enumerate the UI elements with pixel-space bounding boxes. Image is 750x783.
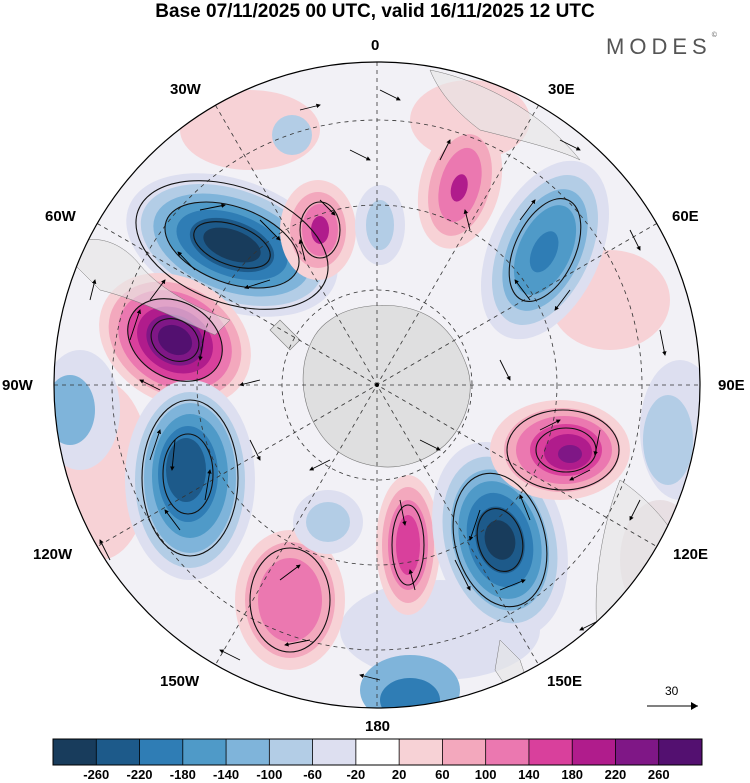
height-contours	[127, 180, 620, 653]
colorbar-tick-label: -60	[303, 767, 322, 782]
reference-vector-arrow	[647, 702, 698, 710]
lon-label-60w: 60W	[45, 208, 76, 225]
colorbar-swatch	[528, 739, 573, 765]
colorbar-swatch	[399, 739, 443, 765]
colorbar-swatch	[312, 739, 357, 765]
logo-copyright-mark: ©	[711, 32, 717, 39]
polar-map	[53, 61, 701, 710]
colorbar-tick-label: 20	[391, 767, 407, 782]
reference-vector-value: 30	[665, 684, 679, 698]
colorbar-swatch	[269, 739, 314, 765]
lon-label-0: 0	[371, 37, 380, 54]
colorbar-swatch	[96, 739, 141, 765]
colorbar-swatch	[139, 739, 184, 765]
colorbar-swatch	[226, 739, 270, 765]
colorbar-swatch	[615, 739, 660, 765]
australia-landmass	[595, 479, 700, 651]
colorbar-swatch	[485, 739, 530, 765]
colorbar-tick-label: -100	[256, 767, 283, 782]
colorbar-tick-label: 260	[647, 767, 670, 782]
colorbar-swatch	[658, 739, 703, 765]
colorbar-swatch	[572, 739, 616, 765]
colorbar-swatch	[182, 739, 227, 765]
colorbar-tick-label: 180	[561, 767, 584, 782]
lon-label-150e: 150E	[547, 673, 583, 690]
south-america-landmass	[59, 239, 231, 336]
colorbar-tick-label: 60	[435, 767, 450, 782]
lon-label-150w: 150W	[160, 673, 200, 690]
lon-label-180: 180	[365, 718, 391, 735]
colorbar-swatch	[53, 739, 97, 765]
colorbar-tick-label: -220	[126, 767, 153, 782]
colorbar-border	[52, 738, 703, 766]
chart-title: Base 07/11/2025 00 UTC, valid 16/11/2025…	[155, 1, 595, 22]
colorbar-tick-label: -180	[169, 767, 196, 782]
colorbar-tick-label: -140	[213, 767, 240, 782]
lon-label-90e: 90E	[718, 377, 745, 394]
colorbar-swatch	[442, 739, 487, 765]
africa-landmass	[429, 69, 581, 161]
lon-label-30w: 30W	[170, 81, 201, 98]
colorbar	[52, 738, 703, 766]
colorbar-tick-label: 100	[474, 767, 497, 782]
lon-label-30e: 30E	[548, 81, 575, 98]
colorbar-swatch	[355, 739, 400, 765]
lon-label-120w: 120W	[33, 546, 73, 563]
logo-text: MODES	[606, 34, 712, 59]
south-pole-marker	[375, 383, 379, 387]
lon-label-120e: 120E	[673, 546, 709, 563]
colorbar-tick-label: 220	[604, 767, 627, 782]
lon-label-60e: 60E	[672, 208, 699, 225]
modes-logo: MODES©	[606, 32, 717, 60]
colorbar-tick-label: -260	[83, 767, 110, 782]
antarctica-landmass	[269, 305, 471, 468]
lon-label-90w: 90W	[2, 377, 33, 394]
colorbar-tick-label: -20	[346, 767, 366, 782]
wind-vectors	[89, 89, 667, 681]
colorbar-tick-label: 140	[518, 767, 540, 782]
